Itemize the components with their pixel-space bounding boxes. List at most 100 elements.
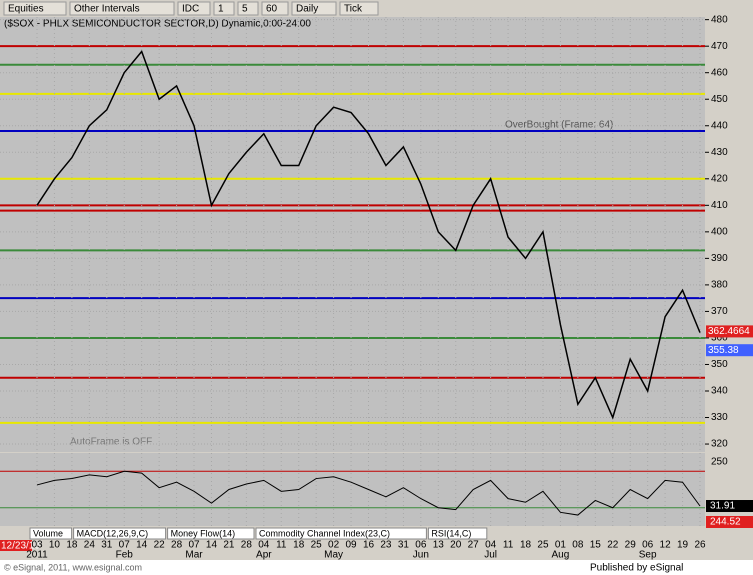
month-label: Jun (413, 550, 429, 561)
rsi-value-label: 31.91 (710, 501, 735, 512)
toolbar-button[interactable] (69, 1, 175, 16)
tab[interactable] (73, 527, 167, 540)
annotation: AutoFrame is OFF (70, 437, 152, 448)
side-label-box (706, 516, 753, 528)
toolbar-label[interactable]: Tick (344, 4, 363, 15)
x-tick-label: 18 (66, 540, 78, 551)
y-tick-label: 370 (711, 306, 728, 317)
y-tick-label: 470 (711, 41, 728, 52)
toolbar-button[interactable] (3, 1, 67, 16)
toolbar-label[interactable]: 60 (266, 4, 278, 15)
tab-label[interactable]: MACD(12,26,9,C) (77, 528, 149, 538)
toolbar-label[interactable]: IDC (182, 4, 199, 15)
x-tick-label: 06 (415, 540, 427, 551)
toolbar-button[interactable] (261, 1, 289, 16)
x-tick-label: 11 (276, 540, 287, 551)
month-label: Mar (185, 550, 203, 561)
x-tick-label: 04 (258, 540, 270, 551)
tab[interactable] (255, 527, 427, 540)
month-label: Jul (484, 550, 497, 561)
y-tick-label: 330 (711, 412, 728, 423)
x-tick-label: 25 (537, 540, 549, 551)
y-tick-label: 320 (711, 439, 728, 450)
x-tick-label: 27 (468, 540, 480, 551)
x-tick-label: 31 (398, 540, 410, 551)
x-tick-label: 11 (503, 540, 514, 551)
x-tick-label: 22 (607, 540, 619, 551)
month-label: Feb (116, 550, 134, 561)
price-label-box (706, 344, 753, 357)
x-tick-label: 21 (223, 540, 235, 551)
x-tick-label: 15 (590, 540, 602, 551)
month-label: Apr (256, 550, 272, 561)
x-tick-label: 28 (171, 540, 183, 551)
x-tick-label: 31 (101, 540, 113, 551)
tab-label[interactable]: RSI(14,C) (431, 528, 471, 538)
toolbar-button[interactable] (213, 1, 235, 16)
y-tick-label: 440 (711, 120, 728, 131)
x-tick-label: 18 (293, 540, 305, 551)
x-tick-label: 06 (642, 540, 654, 551)
x-tick-label: 01 (555, 540, 567, 551)
price-label: 355.38 (708, 345, 739, 356)
side-label: 244.52 (710, 517, 741, 528)
x-tick-label: 08 (572, 540, 584, 551)
rsi-line (36, 470, 701, 516)
y-tick-label: 400 (711, 226, 728, 237)
date-box-label: 12/23/10 (1, 541, 40, 552)
footer (0, 560, 753, 575)
price-axis (705, 17, 753, 526)
month-label: 2011 (26, 550, 48, 561)
price-panel (0, 17, 705, 452)
y-tick-label: 430 (711, 147, 728, 158)
toolbar-label[interactable]: Equities (8, 4, 44, 15)
y-tick-label: 450 (711, 94, 728, 105)
y-tick-label: 410 (711, 200, 728, 211)
footer-published: Published by eSignal (590, 563, 683, 574)
y-tick-label: 380 (711, 280, 728, 291)
x-tick-label: 07 (119, 540, 131, 551)
x-tick-label: 28 (241, 540, 253, 551)
rsi-panel (0, 453, 705, 526)
annotation: OverBought (Frame: 64) (505, 120, 613, 131)
price-label: 362.4664 (708, 326, 750, 337)
x-tick-label: 04 (485, 540, 497, 551)
tab[interactable] (29, 527, 73, 540)
x-tick-label: 18 (520, 540, 532, 551)
toolbar-button[interactable] (339, 1, 379, 16)
toolbar-button[interactable] (291, 1, 337, 16)
y-tick-label: 340 (711, 386, 728, 397)
y-tick-label: 360 (711, 333, 728, 344)
month-label: Aug (552, 550, 570, 561)
toolbar-label[interactable]: Other Intervals (74, 4, 140, 15)
y-tick-label: 350 (711, 359, 728, 370)
footer-copyright: © eSignal, 2011, www.esignal.com (4, 562, 142, 572)
x-tick-label: 10 (49, 540, 61, 551)
month-label: May (324, 550, 343, 561)
y-tick-label: 420 (711, 173, 728, 184)
tab[interactable] (167, 527, 255, 540)
rsi-value-box (706, 500, 753, 513)
toolbar-label[interactable]: 1 (218, 4, 224, 15)
x-tick-label: 23 (380, 540, 392, 551)
tab[interactable] (427, 527, 488, 540)
x-tick-label: 24 (84, 540, 96, 551)
x-tick-label: 09 (345, 540, 357, 551)
y-tick-label: 390 (711, 253, 728, 264)
x-tick-label: 02 (328, 540, 340, 551)
x-tick-label: 13 (433, 540, 445, 551)
tab-label[interactable]: Volume (33, 528, 63, 538)
tab-label[interactable]: Money Flow(14) (171, 528, 236, 538)
tab-label[interactable]: Commodity Channel Index(23,C) (259, 528, 390, 538)
y-tick-label: 460 (711, 67, 728, 78)
chart-title: ($SOX - PHLX SEMICONDUCTOR SECTOR,D) Dyn… (4, 19, 311, 30)
price-line (36, 49, 701, 420)
x-tick-label: 19 (677, 540, 689, 551)
toolbar-label[interactable]: Daily (296, 4, 318, 15)
x-tick-label: 22 (154, 540, 166, 551)
price-label-box (706, 325, 753, 338)
toolbar-label[interactable]: 5 (242, 4, 248, 15)
x-tick-label: 25 (311, 540, 323, 551)
toolbar-button[interactable] (237, 1, 259, 16)
toolbar-button[interactable] (177, 1, 211, 16)
